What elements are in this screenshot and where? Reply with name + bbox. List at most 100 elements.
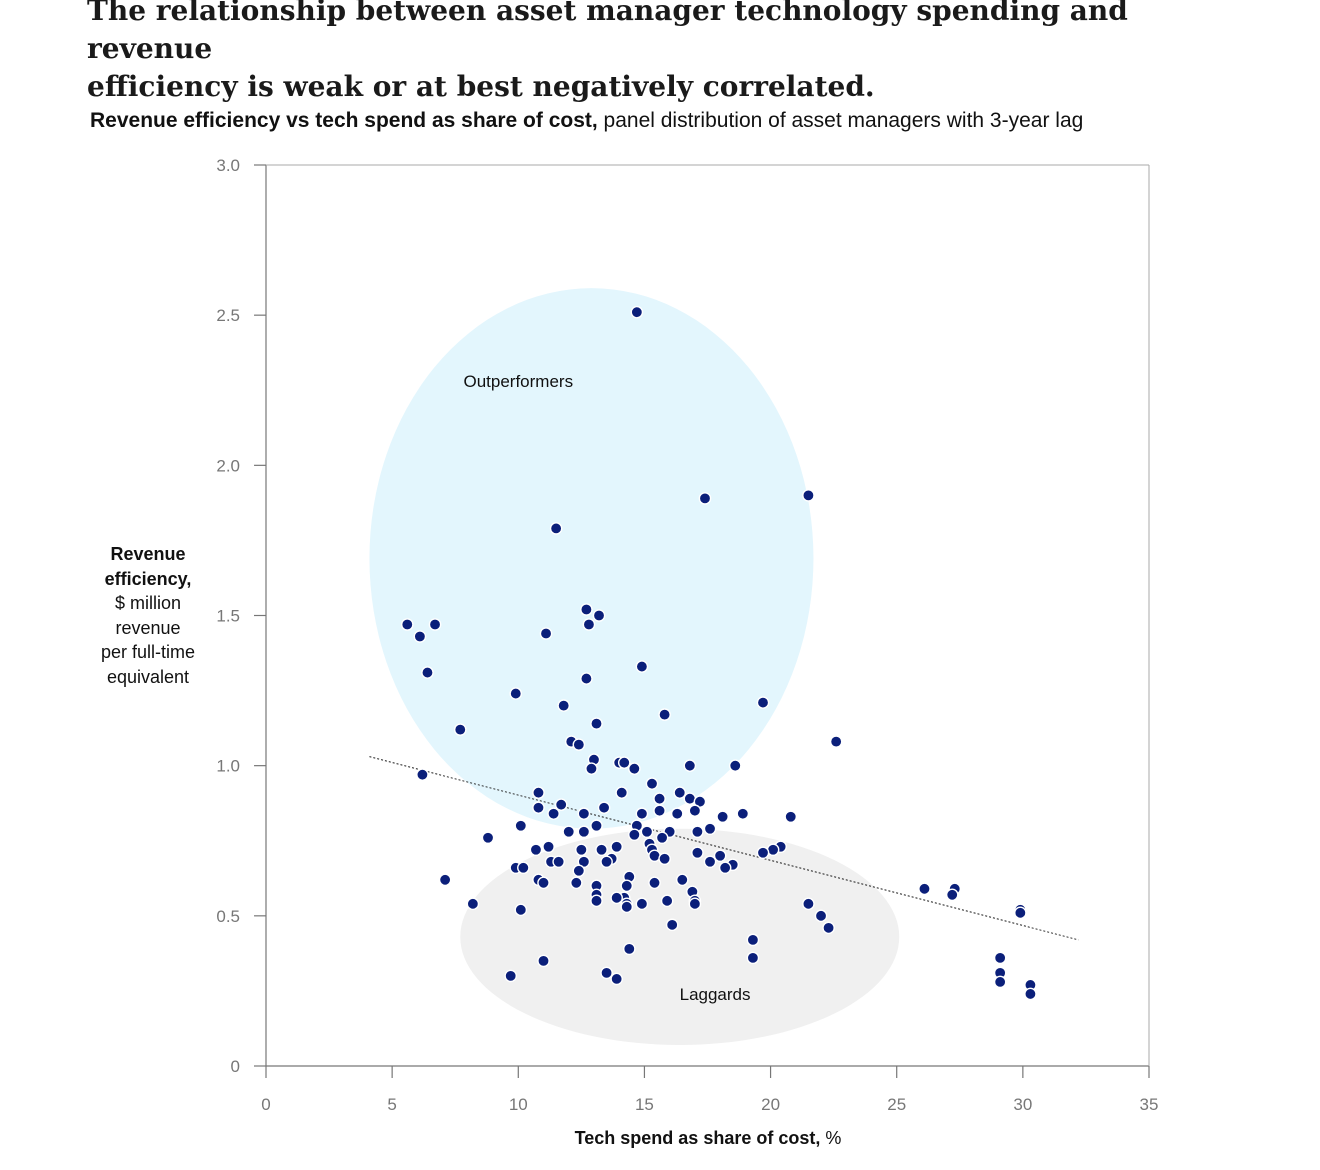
data-point [562,825,576,839]
data-point [615,786,629,799]
data-point [557,699,570,712]
data-point [691,846,704,860]
y-tick-label: 2.5 [216,306,240,325]
x-tick-label: 0 [261,1095,270,1114]
chart-subtitle: Revenue efficiency vs tech spend as shar… [90,109,1083,133]
y-axis-label-line-5: per full-time [100,642,196,662]
data-point [653,792,666,806]
data-point [688,804,702,818]
headline-line-2: efficiency is weak or at best negatively… [87,70,875,103]
y-tick-label: 0 [231,1057,240,1076]
data-point [575,843,588,857]
data-point [635,807,649,821]
data-point [648,876,661,890]
y-tick-label: 1.5 [216,607,240,626]
y-tick-label: 3.0 [216,156,240,175]
data-point [554,798,568,812]
y-axis-label-line-3: $ million [114,593,182,613]
data-point [635,660,649,673]
data-point [829,735,843,748]
data-point [784,810,798,824]
data-point [610,840,623,854]
data-point [504,969,518,983]
headline-line-1: The relationship between asset manager t… [87,0,1128,65]
data-point [993,951,1007,965]
outperformers-label: Outperformers [463,372,573,391]
data-point [620,900,634,914]
y-axis-label: Revenue efficiency, $ million revenue pe… [80,542,216,689]
data-point [688,897,702,911]
data-point [577,825,591,839]
x-tick-label: 5 [387,1095,396,1114]
data-point [746,951,760,965]
data-point [600,966,613,980]
data-point [570,876,583,890]
data-point [585,762,598,775]
data-point [728,759,742,772]
subtitle-rest: panel distribution of asset managers wit… [597,109,1084,132]
data-point [628,828,641,842]
data-point [683,759,697,772]
data-point [582,618,596,631]
data-point [537,876,550,890]
data-point [1024,987,1037,1001]
data-point [918,882,931,896]
data-point [572,738,586,751]
data-point [718,861,732,875]
data-point [572,864,586,878]
data-point [514,819,528,833]
data-point [635,897,649,911]
data-point [595,843,608,857]
outperformers-region [369,288,814,829]
data-point [517,861,530,875]
data-point [703,822,717,836]
x-tick-label: 30 [1013,1095,1032,1114]
regions-layer [369,288,900,1045]
y-axis-label-line-6: equivalent [106,666,190,687]
data-point [537,954,550,968]
data-point [413,630,427,643]
data-point [549,522,563,535]
points-layer [400,305,1037,1001]
data-point [438,873,452,887]
data-point [691,825,704,839]
data-point [481,831,495,845]
data-point [993,975,1007,989]
data-point [610,972,623,986]
y-axis-label-line-4: revenue [115,617,181,638]
laggards-label: Laggards [680,985,751,1004]
x-axis-label-rest: % [820,1128,842,1148]
data-point [577,807,591,821]
y-tick-label: 1.0 [216,757,240,776]
data-point [802,897,815,911]
y-tick-label: 0.5 [216,907,240,926]
data-point [592,609,606,622]
data-point [670,807,684,821]
data-point [645,777,659,790]
data-point [620,879,634,893]
data-point [428,618,442,631]
data-point [590,894,603,908]
data-point [617,756,631,769]
headline: The relationship between asset manager t… [87,0,1207,106]
subtitle-bold: Revenue efficiency vs tech spend as shar… [90,109,598,132]
data-point [532,786,545,799]
data-point [802,489,815,502]
data-point [658,852,671,866]
data-point [400,618,414,631]
x-tick-label: 10 [509,1095,528,1114]
data-point [547,807,560,821]
data-point [630,305,644,319]
data-point [756,846,770,860]
data-point [597,801,611,815]
x-tick-label: 25 [887,1095,906,1114]
data-point [660,894,674,908]
data-point [421,666,434,679]
data-point [600,855,613,869]
data-point [466,897,480,911]
data-point [1014,906,1027,920]
data-point [640,825,654,839]
data-point [746,933,760,947]
data-point [529,843,543,857]
